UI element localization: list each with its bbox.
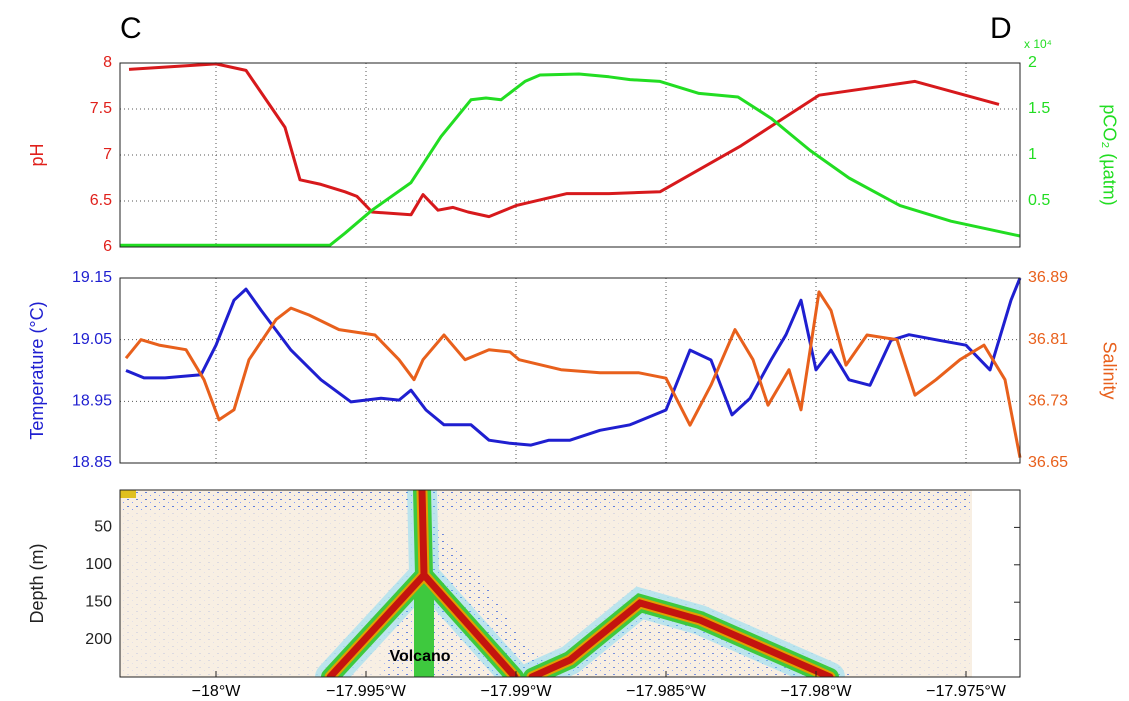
data-line (125, 277, 1022, 447)
y2-tick-label: 36.89 (1028, 269, 1068, 286)
section-start-label: C (120, 12, 142, 45)
y-axis-label: pH (27, 143, 47, 166)
y-tick-label: 18.95 (72, 393, 112, 410)
y-tick-label: 7 (103, 146, 112, 163)
x-tick-label: −17.98°W (781, 683, 853, 700)
data-line (124, 290, 1022, 458)
y2-tick-label: 36.73 (1028, 393, 1068, 410)
y2-axis-label: Salinity (1099, 341, 1119, 399)
data-line (120, 72, 1021, 247)
data-line (128, 62, 1000, 219)
y2-tick-label: 1.5 (1028, 100, 1050, 117)
plot-frame (119, 277, 1021, 464)
y-tick-label: 100 (85, 556, 112, 573)
y-tick-label: 6.5 (90, 192, 112, 209)
plot-frame (119, 62, 1021, 248)
y2-tick-label: 36.65 (1028, 454, 1068, 471)
echogram-image (120, 490, 972, 677)
x-tick-label: −18°W (192, 683, 242, 700)
y-tick-label: 8 (103, 54, 112, 71)
x-tick-label: −17.975°W (926, 683, 1007, 700)
y2-tick-label: 36.81 (1028, 331, 1068, 348)
x-tick-label: −17.995°W (326, 683, 407, 700)
y-tick-label: 19.15 (72, 269, 112, 286)
annotation: Volcano (389, 648, 450, 665)
y-axis-label: Depth (m) (27, 543, 47, 623)
y-tick-label: 7.5 (90, 100, 112, 117)
x-tick-label: −17.99°W (481, 683, 553, 700)
y2-tick-label: 2 (1028, 54, 1037, 71)
y2-tick-label: 0.5 (1028, 192, 1050, 209)
y2-tick-label: 1 (1028, 146, 1037, 163)
y-axis-label: Temperature (°C) (27, 301, 47, 439)
y-tick-label: 18.85 (72, 454, 112, 471)
y-tick-label: 6 (103, 238, 112, 255)
section-end-label: D (990, 12, 1012, 45)
plot-frame (119, 489, 1021, 678)
y-tick-label: 19.05 (72, 331, 112, 348)
x-tick-label: −17.985°W (626, 683, 707, 700)
y2-multiplier: x 10⁴ (1024, 37, 1052, 51)
y2-axis-label: pCO₂ (µatm) (1099, 104, 1119, 205)
y-tick-label: 150 (85, 593, 112, 610)
y-tick-label: 50 (94, 519, 112, 536)
y-tick-label: 200 (85, 631, 112, 648)
